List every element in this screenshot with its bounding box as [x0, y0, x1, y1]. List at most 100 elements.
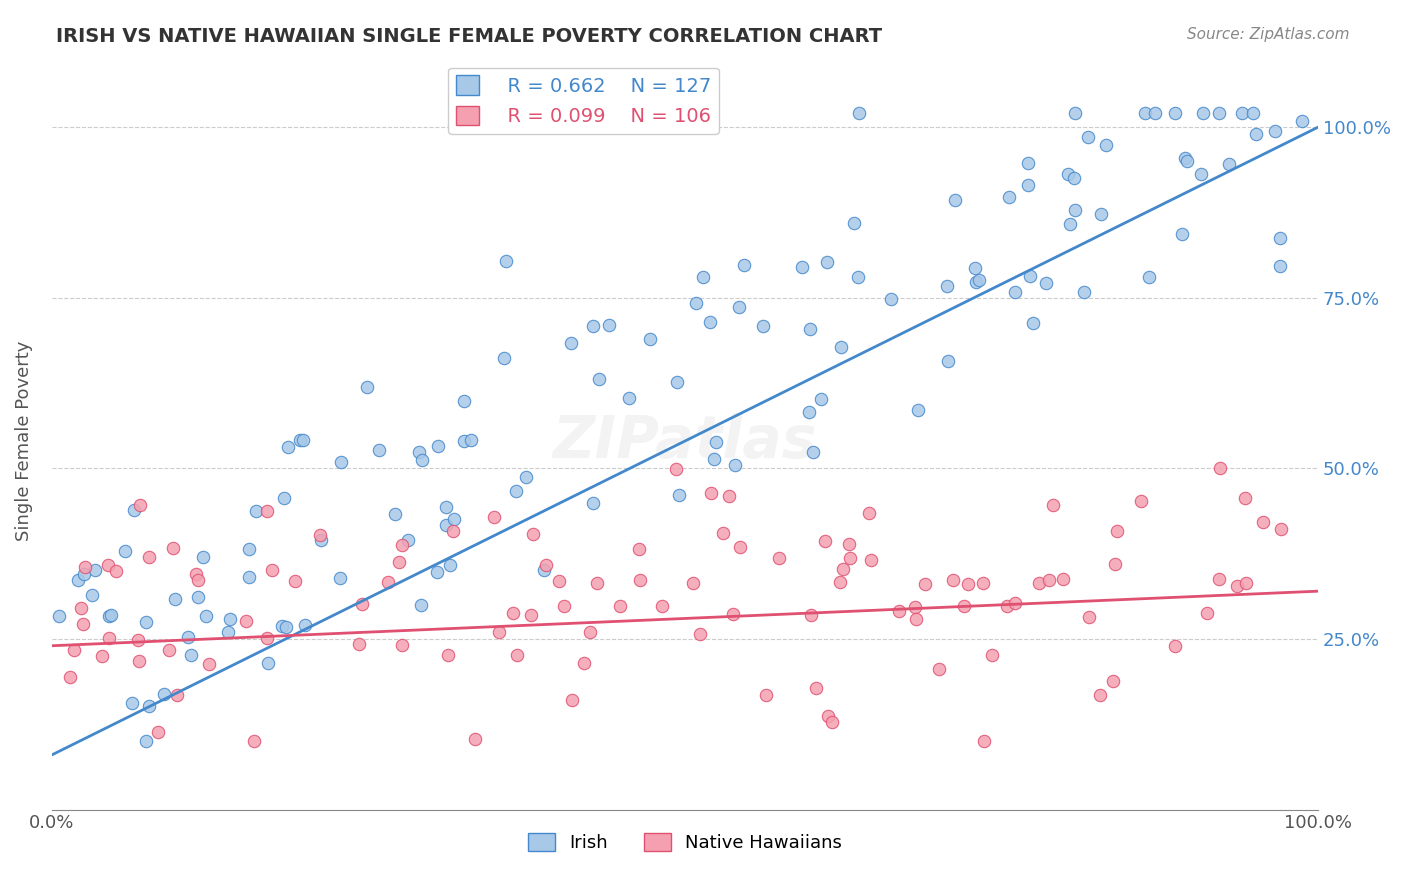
Point: [858, 506, 880, 520]
Point: [193, 549, 215, 564]
Point: [271, 619, 294, 633]
Point: [1268, 230, 1291, 244]
Point: [942, 573, 965, 587]
Point: [588, 372, 610, 386]
Point: [439, 558, 461, 572]
Point: [553, 599, 575, 613]
Point: [609, 599, 631, 613]
Point: [1107, 524, 1129, 539]
Point: [810, 392, 832, 407]
Point: [426, 440, 449, 454]
Legend:   R = 0.662    N = 127,   R = 0.099    N = 106: R = 0.662 N = 127, R = 0.099 N = 106: [449, 68, 718, 134]
Point: [711, 526, 734, 541]
Point: [1268, 259, 1291, 273]
Point: [889, 604, 911, 618]
Point: [831, 562, 853, 576]
Point: [838, 537, 860, 551]
Point: [628, 574, 651, 588]
Point: [408, 445, 430, 459]
Point: [1022, 316, 1045, 330]
Point: [815, 254, 838, 268]
Point: [396, 533, 419, 547]
Point: [846, 269, 869, 284]
Point: [938, 354, 960, 368]
Point: [1056, 167, 1078, 181]
Point: [274, 620, 297, 634]
Point: [63, 642, 86, 657]
Point: [72, 616, 94, 631]
Point: [692, 270, 714, 285]
Point: [928, 662, 950, 676]
Point: [256, 656, 278, 670]
Point: [256, 632, 278, 646]
Text: Source: ZipAtlas.com: Source: ZipAtlas.com: [1187, 27, 1350, 42]
Point: [1052, 572, 1074, 586]
Point: [97, 558, 120, 573]
Point: [700, 486, 723, 500]
Point: [842, 216, 865, 230]
Point: [1195, 606, 1218, 620]
Point: [914, 576, 936, 591]
Point: [1042, 498, 1064, 512]
Point: [704, 434, 727, 449]
Point: [728, 301, 751, 315]
Point: [1017, 178, 1039, 193]
Point: [520, 608, 543, 623]
Point: [180, 648, 202, 662]
Point: [98, 609, 121, 624]
Point: [329, 572, 352, 586]
Point: [628, 542, 651, 557]
Point: [73, 567, 96, 582]
Point: [638, 332, 661, 346]
Point: [800, 607, 823, 622]
Point: [91, 648, 114, 663]
Point: [356, 380, 378, 394]
Point: [953, 599, 976, 613]
Point: [1028, 575, 1050, 590]
Point: [1073, 285, 1095, 299]
Point: [548, 574, 571, 589]
Point: [1035, 277, 1057, 291]
Point: [619, 391, 641, 405]
Point: [505, 483, 527, 498]
Point: [585, 575, 607, 590]
Point: [308, 527, 330, 541]
Point: [1171, 227, 1194, 241]
Point: [391, 638, 413, 652]
Point: [330, 455, 353, 469]
Point: [391, 538, 413, 552]
Point: [238, 570, 260, 584]
Point: [1230, 106, 1253, 120]
Point: [219, 612, 242, 626]
Point: [665, 461, 688, 475]
Point: [292, 433, 315, 447]
Point: [1133, 106, 1156, 120]
Point: [1129, 494, 1152, 508]
Point: [579, 624, 602, 639]
Point: [443, 512, 465, 526]
Point: [582, 318, 605, 333]
Point: [860, 553, 883, 567]
Point: [728, 540, 751, 554]
Point: [235, 614, 257, 628]
Point: [880, 292, 903, 306]
Point: [1063, 171, 1085, 186]
Point: [1175, 154, 1198, 169]
Point: [157, 642, 180, 657]
Point: [165, 592, 187, 607]
Point: [668, 488, 690, 502]
Point: [80, 588, 103, 602]
Point: [409, 598, 432, 612]
Point: [256, 504, 278, 518]
Point: [598, 318, 620, 333]
Point: [828, 574, 851, 589]
Point: [1208, 572, 1230, 586]
Point: [651, 599, 673, 613]
Point: [488, 624, 510, 639]
Point: [294, 618, 316, 632]
Point: [1038, 573, 1060, 587]
Point: [1017, 156, 1039, 170]
Point: [217, 625, 239, 640]
Point: [1004, 285, 1026, 299]
Point: [799, 322, 821, 336]
